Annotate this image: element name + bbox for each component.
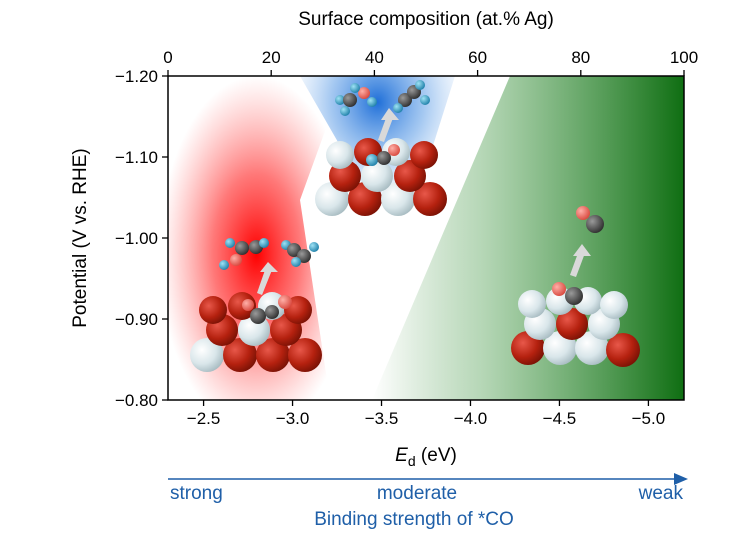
x-axis-title-unit: (eV): [416, 445, 457, 466]
x-axis-title-sub: d: [408, 453, 416, 469]
binding-moderate-label: moderate: [377, 483, 457, 504]
y-tick-label: −1.00: [115, 229, 158, 248]
top-axis-title: Surface composition (at.% Ag): [298, 9, 554, 30]
axis-ticks: 0 20 40 60 80 100 −2.5 −3.0 −3.5 −4.0 −4.5 −5.0 −1.2…: [115, 48, 698, 428]
y-tick-label: −0.90: [115, 310, 158, 329]
x-tick-label: −4.5: [543, 409, 577, 428]
y-tick-label: −1.10: [115, 148, 158, 167]
x-tick-label: −4.0: [454, 409, 488, 428]
binding-strength-arrow: strong moderate weak Binding strength of…: [168, 473, 688, 530]
illustration-right: [511, 206, 640, 367]
top-tick-label: 0: [163, 48, 172, 67]
y-tick-label: −0.80: [115, 391, 158, 410]
y-tick-label: −1.20: [115, 67, 158, 86]
x-tick-label: −3.5: [365, 409, 399, 428]
binding-weak-label: weak: [638, 483, 684, 504]
x-axis-title-main: E: [395, 445, 408, 466]
binding-strong-label: strong: [170, 483, 223, 504]
x-tick-label: −2.5: [187, 409, 221, 428]
top-tick-label: 40: [365, 48, 384, 67]
x-tick-label: −5.0: [632, 409, 666, 428]
binding-strength-title: Binding strength of *CO: [314, 509, 514, 530]
top-tick-label: 20: [262, 48, 281, 67]
top-tick-label: 80: [571, 48, 590, 67]
y-axis-title: Potential (V vs. RHE): [70, 148, 91, 328]
x-tick-label: −3.0: [276, 409, 310, 428]
illustration-left: [190, 238, 322, 372]
top-tick-label: 100: [670, 48, 698, 67]
top-tick-label: 60: [468, 48, 487, 67]
x-axis-title: Ed (eV): [395, 445, 457, 469]
illustration-middle: [315, 80, 447, 216]
